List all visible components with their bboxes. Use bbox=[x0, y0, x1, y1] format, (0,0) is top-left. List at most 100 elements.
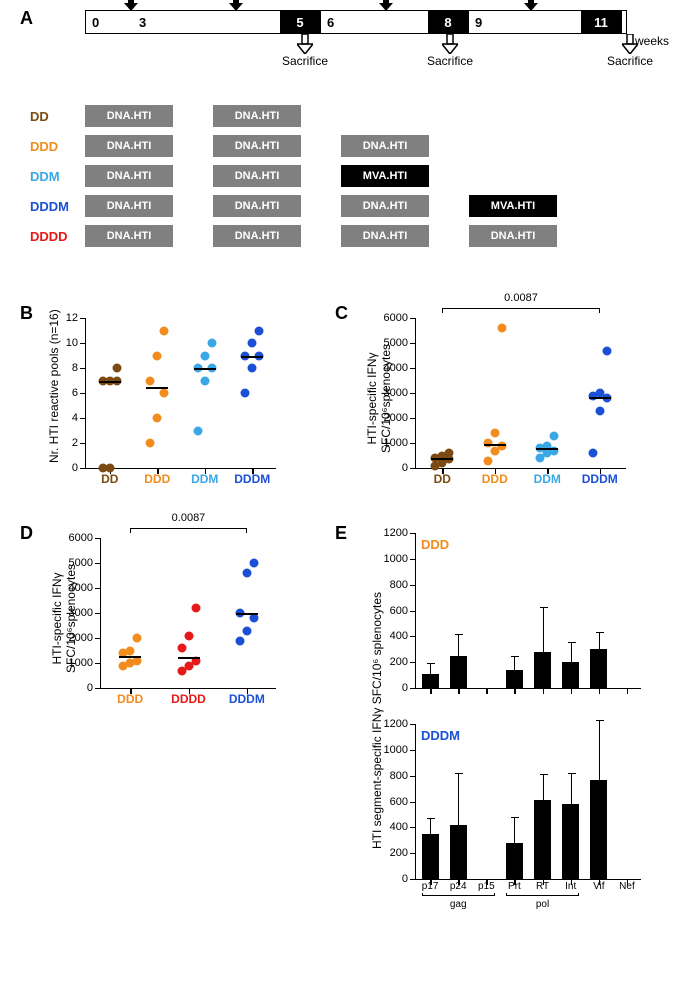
y-tick-label: 600 bbox=[390, 796, 408, 808]
y-tick-label: 2 bbox=[72, 437, 78, 449]
x-category-label: Prt bbox=[508, 881, 521, 892]
x-category-label: Vif bbox=[593, 881, 605, 892]
y-title-c-line1: HTI-specific IFNγ bbox=[365, 353, 379, 445]
regimen-label: DD bbox=[30, 109, 85, 124]
data-point bbox=[200, 376, 209, 385]
x-category-label: DDD bbox=[135, 472, 179, 486]
vaccination-arrow-4: Vaccination 4 bbox=[481, 0, 581, 11]
regimen-box: MVA.HTI bbox=[469, 195, 557, 217]
panel-label-e: E bbox=[335, 523, 347, 544]
group-brace: pol bbox=[506, 895, 579, 901]
sacrifice-arrow-1: Sacrifice bbox=[265, 34, 345, 68]
y-tick-label: 6000 bbox=[69, 532, 93, 544]
arrow-down-icon bbox=[379, 0, 393, 11]
regimen-row: DDDDNA.HTIDNA.HTIDNA.HTI bbox=[30, 134, 635, 158]
regimen-table: DDDNA.HTIDNA.HTIDDDDNA.HTIDNA.HTIDNA.HTI… bbox=[30, 104, 635, 248]
x-category-label: DDDM bbox=[225, 692, 269, 706]
regimen-box bbox=[469, 135, 557, 157]
panel-a: Vaccination 1 Vaccination 2 Vaccination … bbox=[35, 10, 635, 184]
y-tick-label: 4 bbox=[72, 412, 78, 424]
bar bbox=[506, 843, 523, 879]
data-point bbox=[248, 339, 257, 348]
vaccination-arrow-2: Vaccination 2 bbox=[186, 0, 286, 11]
x-category-label: p15 bbox=[478, 881, 495, 892]
data-point bbox=[177, 644, 186, 653]
error-bar bbox=[458, 773, 459, 825]
significance-bracket: 0.0087 bbox=[442, 300, 600, 304]
data-point bbox=[235, 636, 244, 645]
regimen-box: DNA.HTI bbox=[85, 105, 173, 127]
arrow-down-icon bbox=[524, 0, 538, 11]
timeline-segment: 5 bbox=[280, 11, 321, 33]
y-title-c: HTI-specific IFNγ SFC/10⁶splenocytes bbox=[365, 344, 393, 453]
panel-d: 0100020003000400050006000DDDDDDDDDDM0.00… bbox=[100, 538, 276, 689]
y-tick-label: 8 bbox=[72, 362, 78, 374]
panel-label-b: B bbox=[20, 303, 33, 324]
bar bbox=[450, 656, 467, 688]
regimen-box: DNA.HTI bbox=[213, 195, 301, 217]
y-title-d-line2: SFC/10⁶splenocytes bbox=[64, 564, 78, 673]
data-point bbox=[160, 326, 169, 335]
median-line bbox=[484, 444, 506, 446]
regimen-row: DDDMDNA.HTIDNA.HTIDNA.HTIMVA.HTI bbox=[30, 194, 635, 218]
data-point bbox=[242, 569, 251, 578]
median-line bbox=[146, 387, 168, 389]
x-category-label: DDM bbox=[183, 472, 227, 486]
bar bbox=[590, 780, 607, 879]
data-point bbox=[602, 346, 611, 355]
plot-area-c: 0100020003000400050006000DDDDDDDMDDDM0.0… bbox=[415, 318, 626, 469]
error-bar bbox=[430, 818, 431, 834]
bar bbox=[562, 804, 579, 879]
data-point bbox=[207, 339, 216, 348]
y-tick-label: 0 bbox=[402, 462, 408, 474]
bar bbox=[590, 649, 607, 688]
panel-b: 024681012DDDDDDDMDDDM Nr. HTI reactive p… bbox=[85, 318, 276, 469]
y-tick-label: 0 bbox=[87, 682, 93, 694]
y-tick-label: 1000 bbox=[384, 553, 408, 565]
error-bar bbox=[514, 656, 515, 670]
error-bar bbox=[571, 773, 572, 804]
bar bbox=[534, 800, 551, 879]
data-point bbox=[153, 414, 162, 423]
bar bbox=[562, 662, 579, 688]
error-bar bbox=[514, 817, 515, 843]
regimen-row: DDMDNA.HTIDNA.HTIMVA.HTI bbox=[30, 164, 635, 188]
bar bbox=[422, 834, 439, 879]
y-tick-label: 400 bbox=[390, 630, 408, 642]
plot-area-b: 024681012DDDDDDDMDDDM bbox=[85, 318, 276, 469]
sacrifice-arrow-2: Sacrifice bbox=[410, 34, 490, 68]
regimen-box: DNA.HTI bbox=[213, 135, 301, 157]
regimen-box: DNA.HTI bbox=[85, 195, 173, 217]
regimen-label: DDD bbox=[30, 139, 85, 154]
bar bbox=[422, 674, 439, 688]
y-tick-label: 200 bbox=[390, 847, 408, 859]
y-title-e: HTI segment-specific IFNγ SFC/10⁶ spleno… bbox=[370, 592, 384, 849]
data-point bbox=[146, 376, 155, 385]
y-tick-label: 0 bbox=[72, 462, 78, 474]
y-tick-label: 10 bbox=[66, 337, 78, 349]
plot-area-d: 0100020003000400050006000DDDDDDDDDDM0.00… bbox=[100, 538, 276, 689]
sacrifice-label: Sacrifice bbox=[282, 54, 328, 68]
error-bar bbox=[571, 642, 572, 663]
y-tick-label: 400 bbox=[390, 821, 408, 833]
regimen-box: DNA.HTI bbox=[341, 195, 429, 217]
data-point bbox=[497, 324, 506, 333]
median-line bbox=[589, 397, 611, 399]
x-category-label: RT bbox=[536, 881, 549, 892]
regimen-box: DNA.HTI bbox=[213, 165, 301, 187]
data-point bbox=[241, 389, 250, 398]
x-category-label: p17 bbox=[422, 881, 439, 892]
vaccination-arrow-1: Vaccination 1 bbox=[81, 0, 181, 11]
bar bbox=[450, 825, 467, 879]
median-line bbox=[431, 458, 453, 460]
arrow-down-open-icon bbox=[622, 34, 638, 54]
x-category-label: p24 bbox=[450, 881, 467, 892]
regimen-label: DDM bbox=[30, 169, 85, 184]
data-point bbox=[146, 439, 155, 448]
bar-plot-e-ddd: 020040060080010001200 bbox=[415, 533, 641, 689]
bar-plot-e-dddm: 020040060080010001200p17p24p15PrtRTIntVi… bbox=[415, 724, 641, 880]
x-category-label: DDD bbox=[473, 472, 517, 486]
regimen-box: DNA.HTI bbox=[85, 165, 173, 187]
data-point bbox=[550, 431, 559, 440]
data-point bbox=[445, 449, 454, 458]
